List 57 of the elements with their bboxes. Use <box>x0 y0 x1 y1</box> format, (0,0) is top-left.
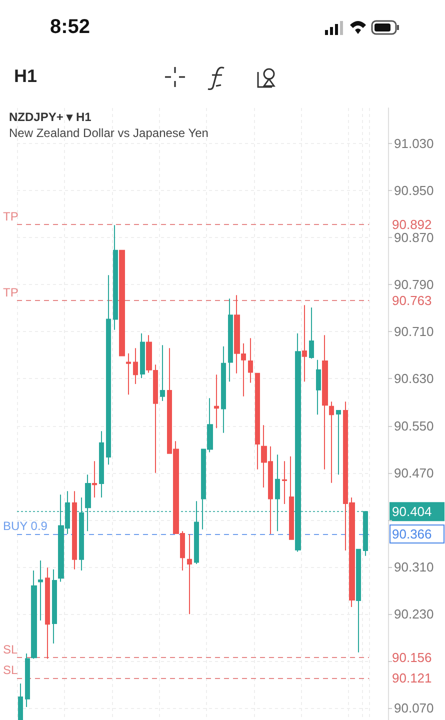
candlestick <box>255 372 260 470</box>
candlestick <box>106 274 111 466</box>
candlestick <box>140 332 145 379</box>
candlestick <box>25 653 30 708</box>
candlestick <box>356 548 361 653</box>
candlestick <box>52 568 57 644</box>
y-tick-label: 90.870 <box>394 230 434 245</box>
candlestick <box>228 298 233 382</box>
candlestick <box>119 250 125 356</box>
y-tick-label: 90.310 <box>394 560 434 574</box>
candlestick <box>160 344 165 402</box>
candlestick <box>126 352 131 396</box>
y-tick-label: 90.550 <box>394 418 434 434</box>
candlestick <box>113 224 118 330</box>
text: 90.121 <box>392 670 432 686</box>
ref-line-label: SL <box>3 663 18 678</box>
ref-line-label: TP <box>3 285 18 300</box>
text: H1 <box>14 66 38 87</box>
y-tick-label: 91.030 <box>394 136 434 151</box>
candlestick <box>72 490 77 570</box>
y-tick-label: 90.070 <box>394 700 434 716</box>
text: 90.892 <box>392 217 432 232</box>
candlestick <box>322 334 328 470</box>
text: 90.366 <box>392 526 432 542</box>
candlestick <box>38 560 43 622</box>
candlestick <box>316 359 321 416</box>
candlestick <box>336 410 341 476</box>
y-tick-label: 90.630 <box>394 371 434 386</box>
candlestick <box>309 306 314 360</box>
text: New Zealand Dollar vs Japanese Yen <box>9 126 208 140</box>
ref-line-label: BUY 0.9 <box>3 519 48 534</box>
candlestick <box>45 567 50 660</box>
ref-line-label: SL <box>3 642 18 657</box>
candlestick <box>302 304 307 382</box>
candlestick <box>329 401 334 484</box>
y-tick-label: 90.950 <box>394 182 434 198</box>
y-tick-label: 90.470 <box>394 465 434 480</box>
y-tick-label: 90.230 <box>394 606 434 622</box>
ref-line-label: TP <box>3 210 18 224</box>
candlestick <box>18 683 23 720</box>
candlestick <box>221 346 226 434</box>
text: 90.404 <box>392 504 432 520</box>
text: 90.763 <box>392 292 432 308</box>
candlestick <box>92 460 97 498</box>
candlestick <box>99 430 104 498</box>
text: 8:52 <box>50 16 90 39</box>
chart-title: NZDJPY+ ▾ H1 <box>9 110 92 124</box>
candlestick <box>248 338 253 384</box>
candlestick <box>289 456 294 540</box>
y-tick-label: 90.710 <box>394 324 434 340</box>
candlestick <box>282 460 287 505</box>
text: 90.156 <box>392 650 432 666</box>
candlestick <box>133 348 138 384</box>
y-tick-label: 90.790 <box>394 277 434 292</box>
candlestick <box>187 534 192 615</box>
candlestick <box>214 374 219 429</box>
candlestick <box>31 570 37 660</box>
